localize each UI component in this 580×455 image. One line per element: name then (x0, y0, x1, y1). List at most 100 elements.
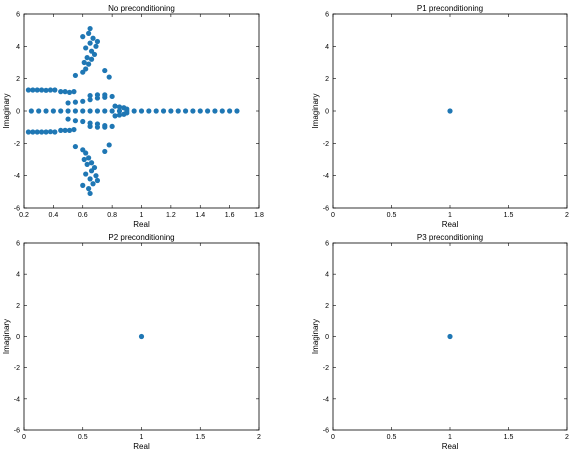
data-point (52, 129, 58, 135)
data-point (30, 129, 36, 135)
x-tick-label: 0.5 (387, 212, 397, 219)
data-point (83, 150, 89, 156)
chart-title: No preconditioning (108, 4, 175, 13)
x-axis-label: Real (133, 442, 150, 451)
data-point (87, 40, 93, 46)
y-tick-label: 6 (325, 12, 329, 19)
data-point (83, 66, 89, 72)
data-point (93, 173, 99, 179)
data-point (80, 98, 86, 104)
data-point (116, 108, 123, 114)
data-point (87, 25, 93, 32)
data-point (36, 108, 42, 114)
x-tick-label: 1 (448, 434, 452, 441)
y-tick-label: -4 (323, 173, 329, 180)
x-axis-label: Real (442, 442, 459, 451)
data-point (124, 106, 130, 112)
data-point (25, 87, 32, 93)
y-tick-label: 4 (325, 272, 329, 279)
data-point (146, 108, 152, 114)
data-point (66, 89, 73, 96)
data-point (94, 38, 101, 45)
data-point (72, 99, 79, 105)
data-point (72, 118, 79, 124)
data-point (80, 108, 86, 114)
data-point (447, 108, 453, 114)
data-point (116, 104, 123, 110)
data-point (94, 177, 101, 184)
x-tick-label: 0 (22, 434, 26, 441)
x-tick-label: 0.5 (78, 434, 88, 441)
data-point (86, 61, 92, 67)
y-axis-label: Imaginary (2, 319, 11, 354)
x-tick-label: 1.5 (504, 212, 514, 219)
subplot-3: P2 preconditioning 0 0.5 1 1.5 2 -6 -4 -2 0 2 4 6 Rea… (2, 233, 261, 451)
y-axis-label: Imaginary (311, 319, 320, 354)
data-point (30, 87, 36, 93)
data-point (87, 123, 93, 129)
data-point (28, 108, 34, 114)
data-point (65, 116, 71, 122)
data-point (153, 108, 159, 114)
x-tick-label: 1.4 (195, 212, 205, 219)
y-tick-label: -4 (323, 396, 329, 403)
subplot-2: P1 preconditioning 0 0.5 1 1.5 2 -6 -4 -2 0 2 4 6 Rea… (311, 4, 569, 229)
x-tick-label: 0.8 (107, 212, 117, 219)
data-point (62, 127, 68, 133)
data-point (124, 110, 130, 116)
x-tick-label: 1.5 (195, 434, 205, 441)
data-point (71, 126, 77, 133)
data-point (94, 92, 101, 98)
data-point (80, 118, 86, 125)
data-point (86, 155, 92, 161)
data-point (190, 108, 196, 114)
data-point (131, 108, 137, 114)
chart-title: P3 preconditioning (417, 233, 483, 242)
data-point (106, 142, 112, 148)
data-point (72, 143, 79, 150)
x-tick-label: 1.2 (166, 212, 176, 219)
y-tick-label: -2 (14, 141, 20, 148)
y-tick-label: 6 (16, 241, 20, 248)
x-tick-label: 2 (565, 434, 569, 441)
data-point (90, 35, 96, 41)
data-point (65, 100, 71, 106)
data-point (81, 59, 87, 66)
data-point (88, 160, 95, 166)
data-point (93, 43, 99, 49)
y-tick-label: 0 (16, 334, 20, 341)
data-point (71, 89, 77, 95)
y-tick-label: 6 (16, 12, 20, 19)
data-point (62, 89, 68, 95)
data-point (87, 93, 93, 99)
y-tick-label: 6 (325, 241, 329, 248)
data-point (109, 123, 115, 129)
data-point (65, 108, 71, 114)
y-tick-label: -2 (14, 365, 20, 372)
x-tick-label: 0 (331, 212, 335, 219)
y-axis-label: Imaginary (311, 93, 320, 128)
data-point (72, 108, 79, 114)
data-point (66, 127, 73, 133)
data-point (43, 129, 49, 135)
data-point (72, 72, 79, 79)
data-point (86, 186, 92, 192)
x-tick-label: 1 (140, 212, 144, 219)
data-point (87, 108, 93, 114)
data-point (87, 97, 93, 103)
x-tick-label: 1 (140, 434, 144, 441)
data-point (102, 124, 108, 130)
data-point (81, 156, 87, 163)
data-point (204, 108, 211, 114)
data-point (197, 108, 203, 114)
data-point (58, 108, 64, 114)
data-point (83, 45, 89, 51)
y-axis-label: Imaginary (2, 93, 11, 128)
subplot-1: No preconditioning 0.2 0.4 0.6 0.8 1 1.2 1.4 1.6… (2, 4, 264, 229)
data-point (102, 108, 108, 114)
data-point (88, 48, 95, 54)
y-tick-label: 2 (16, 76, 20, 83)
data-point (84, 55, 90, 61)
data-point (58, 89, 64, 95)
